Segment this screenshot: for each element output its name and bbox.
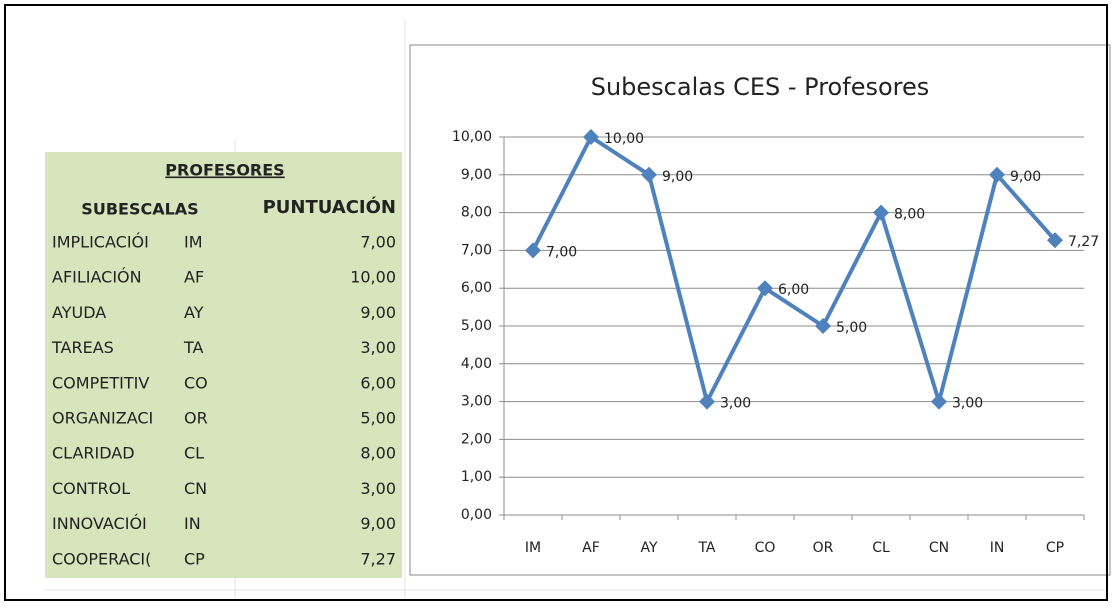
cell-name: COOPERACI( xyxy=(52,549,151,568)
marker xyxy=(873,204,889,221)
marker xyxy=(815,318,831,334)
cell-name: COMPETITIV xyxy=(52,373,149,392)
cell-value: 5,00 xyxy=(360,409,396,428)
table-background xyxy=(45,152,402,578)
line-series xyxy=(531,135,1057,404)
cell-name: ORGANIZACI xyxy=(52,409,153,428)
y-tick-label: 9,00 xyxy=(461,167,492,183)
y-tick-label: 1,00 xyxy=(461,469,492,485)
marker xyxy=(641,166,657,183)
cell-code: CO xyxy=(184,373,208,392)
table: PROFESORES SUBESCALAS PUNTUACIÓN IMPLICACIÓ… xyxy=(51,161,396,569)
data-label: 6,00 xyxy=(778,282,809,298)
cell-name: CLARIDAD xyxy=(52,444,135,463)
cell-name: INNOVACIÓI xyxy=(52,514,147,533)
x-tick-label: CO xyxy=(755,540,776,556)
cell-name: AFILIACIÓN xyxy=(52,268,142,287)
chart-title: Subescalas CES - Profesores xyxy=(591,73,930,101)
frame xyxy=(4,4,1108,601)
y-tick-label: 8,00 xyxy=(461,205,492,221)
chart: 0,00 1,00 2,00 3,00 4,00 5,00 6,00 7,00 8,00 9,00… xyxy=(452,129,1099,556)
cell-code: OR xyxy=(184,409,208,428)
marker xyxy=(757,280,773,297)
marker xyxy=(583,129,599,145)
x-tick-label: AF xyxy=(582,540,600,556)
x-tick-label: CN xyxy=(929,540,949,556)
marker xyxy=(699,393,715,410)
x-tick-label: AY xyxy=(640,540,657,556)
data-label: 7,27 xyxy=(1068,234,1099,250)
y-tick-label: 3,00 xyxy=(461,394,492,410)
cell-value: 9,00 xyxy=(360,303,396,322)
data-label: 9,00 xyxy=(662,169,693,185)
data-label: 3,00 xyxy=(720,396,751,412)
cell-code: CL xyxy=(184,444,204,463)
x-tick-label: IM xyxy=(525,540,541,556)
marker xyxy=(525,242,541,259)
y-tick-label: 4,00 xyxy=(461,356,492,372)
cell-value: 3,00 xyxy=(360,338,396,357)
data-label: 7,00 xyxy=(546,244,577,260)
cell-value: 10,00 xyxy=(350,268,396,287)
data-label: 8,00 xyxy=(894,207,925,223)
cell-value: 9,00 xyxy=(360,514,396,533)
cell-value: 7,27 xyxy=(360,549,396,568)
marker xyxy=(931,393,947,410)
x-tick-label: TA xyxy=(697,540,715,556)
marker xyxy=(1047,232,1063,249)
cell-code: IN xyxy=(184,514,201,533)
y-tick-label: 2,00 xyxy=(461,431,492,447)
y-tick-label: 6,00 xyxy=(461,280,492,296)
y-tick-label: 5,00 xyxy=(461,318,492,334)
cell-name: CONTROL xyxy=(52,479,130,498)
data-label: 10,00 xyxy=(604,131,644,147)
cell-name: TAREAS xyxy=(51,338,114,357)
x-tick-label: CL xyxy=(872,540,890,556)
x-tick-label: CP xyxy=(1046,540,1064,556)
data-label: 5,00 xyxy=(836,320,867,336)
chart-area xyxy=(409,44,1111,576)
data-label: 9,00 xyxy=(1010,169,1041,185)
cell-code: CN xyxy=(184,479,207,498)
cell-value: 7,00 xyxy=(360,233,396,252)
y-tick-label: 0,00 xyxy=(461,507,492,523)
y-tick-label: 7,00 xyxy=(461,242,492,258)
column-header: SUBESCALAS xyxy=(81,200,198,219)
column-header: PUNTUACIÓN xyxy=(263,196,396,218)
table-title: PROFESORES xyxy=(165,161,284,180)
cell-code: TA xyxy=(183,338,204,357)
marker xyxy=(989,166,1005,183)
y-tick-label: 10,00 xyxy=(452,129,492,145)
cell-name: AYUDA xyxy=(52,303,106,322)
cell-value: 8,00 xyxy=(360,444,396,463)
x-tick-label: OR xyxy=(813,540,834,556)
cell-name: IMPLICACIÓI xyxy=(52,233,149,252)
x-tick-label: IN xyxy=(990,540,1005,556)
data-label: 3,00 xyxy=(952,396,983,412)
cell-code: AY xyxy=(184,303,204,322)
cell-code: CP xyxy=(184,549,205,568)
cell-value: 3,00 xyxy=(360,479,396,498)
cell-code: IM xyxy=(184,233,203,252)
cell-value: 6,00 xyxy=(360,373,396,392)
cell-code: AF xyxy=(184,268,204,287)
